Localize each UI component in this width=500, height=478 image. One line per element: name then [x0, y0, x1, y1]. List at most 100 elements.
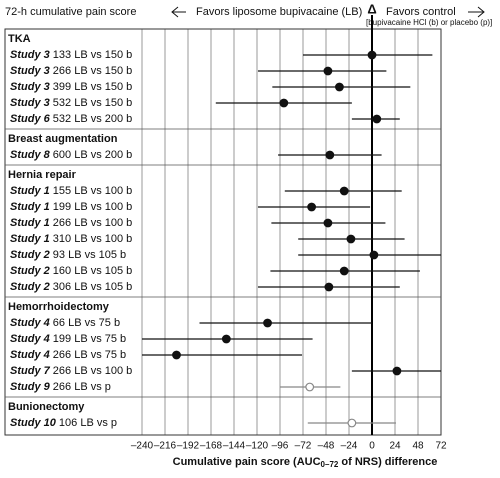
comparison: 266 LB vs 100 b: [50, 365, 133, 377]
comparison: 532 LB vs 150 b: [50, 97, 133, 109]
x-tick-label: –96: [272, 441, 289, 452]
row-label: Study 2 93 LB vs 105 b: [10, 249, 126, 261]
study-name: Study 10: [10, 417, 57, 429]
study-name: Study 2: [10, 265, 50, 277]
group-label: TKA: [8, 33, 31, 45]
study-name: Study 4: [10, 333, 50, 345]
point-estimate: [221, 334, 231, 344]
study-name: Study 1: [10, 217, 50, 229]
point-estimate: [367, 50, 377, 60]
comparison: 600 LB vs 200 b: [50, 149, 133, 161]
control-note: [bupivacaine HCl (b) or placebo (p)]: [366, 18, 492, 27]
x-axis-title-part: of NRS) difference: [338, 456, 437, 468]
row-label: Study 8 600 LB vs 200 b: [10, 149, 132, 161]
row-label: Study 9 266 LB vs p: [10, 381, 111, 393]
row-label: Study 1 266 LB vs 100 b: [10, 217, 132, 229]
point-estimate: [325, 150, 335, 160]
study-name: Study 4: [10, 317, 50, 329]
x-tick-label: 0: [369, 441, 375, 452]
comparison: 155 LB vs 100 b: [50, 185, 133, 197]
row-label: Study 1 310 LB vs 100 b: [10, 233, 132, 245]
comparison: 93 LB vs 105 b: [50, 249, 126, 261]
x-axis-title: Cumulative pain score (AUC0–72 of NRS) d…: [173, 456, 438, 469]
group-label: Hemorrhoidectomy: [8, 301, 110, 313]
row-label: Study 2 306 LB vs 105 b: [10, 281, 132, 293]
point-estimate: [346, 234, 356, 244]
row-label: Study 4 199 LB vs 75 b: [10, 333, 126, 345]
x-tick-label: –72: [295, 441, 312, 452]
comparison: 306 LB vs 105 b: [50, 281, 133, 293]
left-arrow: [171, 6, 186, 18]
study-name: Study 1: [10, 233, 50, 245]
study-name: Study 4: [10, 349, 50, 361]
point-estimate: [279, 98, 289, 108]
comparison: 160 LB vs 105 b: [50, 265, 133, 277]
x-axis-title-sub: 0–72: [321, 460, 339, 469]
comparison: 133 LB vs 150 b: [50, 49, 133, 61]
point-estimate: [324, 282, 334, 292]
comparison: 266 LB vs 100 b: [50, 217, 133, 229]
study-name: Study 3: [10, 97, 50, 109]
point-estimate: [335, 82, 344, 92]
comparison: 310 LB vs 100 b: [50, 233, 133, 245]
point-estimate: [372, 114, 382, 124]
x-tick-label: –48: [318, 441, 335, 452]
chart-title: 72-h cumulative pain score: [5, 6, 136, 18]
point-estimate: [305, 382, 315, 392]
x-tick-label: –240: [131, 441, 154, 452]
study-name: Study 2: [10, 249, 50, 261]
x-tick-label: 24: [389, 441, 401, 452]
comparison: 266 LB vs 75 b: [50, 349, 126, 361]
row-label: Study 3 532 LB vs 150 b: [10, 97, 132, 109]
study-name: Study 1: [10, 185, 50, 197]
point-estimate: [263, 318, 272, 328]
study-name: Study 8: [10, 149, 51, 161]
point-estimate: [323, 66, 333, 76]
group-label: Bunionectomy: [8, 401, 85, 413]
x-tick-label: –24: [341, 441, 358, 452]
point-estimate: [307, 202, 317, 212]
point-estimate: [339, 266, 349, 276]
x-tick-label: –144: [223, 441, 246, 452]
study-name: Study 3: [10, 65, 50, 77]
study-name: Study 3: [10, 49, 50, 61]
x-axis-title-part: Cumulative pain score (AUC: [173, 456, 321, 468]
row-label: Study 10 106 LB vs p: [10, 417, 117, 429]
row-label: Study 4 66 LB vs 75 b: [10, 317, 120, 329]
row-label: Study 2 160 LB vs 105 b: [10, 265, 132, 277]
point-estimate: [347, 418, 357, 428]
study-name: Study 2: [10, 281, 50, 293]
row-label: Study 3 399 LB vs 150 b: [10, 81, 132, 93]
point-estimate: [339, 186, 349, 196]
comparison: 532 LB vs 200 b: [50, 113, 133, 125]
x-tick-label: 48: [412, 441, 424, 452]
comparison: 66 LB vs 75 b: [50, 317, 120, 329]
point-estimate: [369, 250, 379, 260]
point-estimate: [172, 350, 181, 360]
row-label: Study 4 266 LB vs 75 b: [10, 349, 126, 361]
row-label: Study 1 199 LB vs 100 b: [10, 201, 132, 213]
comparison: 266 LB vs 150 b: [50, 65, 133, 77]
study-name: Study 6: [10, 113, 51, 125]
x-tick-label: –120: [246, 441, 269, 452]
favors-left: Favors liposome bupivacaine (LB): [196, 6, 362, 18]
group-label: Breast augmentation: [8, 133, 118, 145]
comparison: 199 LB vs 75 b: [50, 333, 126, 345]
x-tick-label: –216: [154, 441, 177, 452]
study-name: Study 9: [10, 381, 51, 393]
row-label: Study 6 532 LB vs 200 b: [10, 113, 132, 125]
row-label: Study 3 266 LB vs 150 b: [10, 65, 132, 77]
comparison: 399 LB vs 150 b: [50, 81, 133, 93]
study-name: Study 7: [10, 365, 51, 377]
favors-right: Favors control: [386, 6, 456, 18]
point-estimate: [392, 366, 402, 376]
delta: Δ: [367, 1, 376, 16]
x-tick-label: –168: [200, 441, 223, 452]
x-tick-label: –192: [177, 441, 200, 452]
plot-frame: [4, 28, 442, 436]
row-label: Study 3 133 LB vs 150 b: [10, 49, 132, 61]
study-name: Study 3: [10, 81, 50, 93]
row-label: Study 7 266 LB vs 100 b: [10, 365, 132, 377]
group-label: Hernia repair: [8, 169, 77, 181]
